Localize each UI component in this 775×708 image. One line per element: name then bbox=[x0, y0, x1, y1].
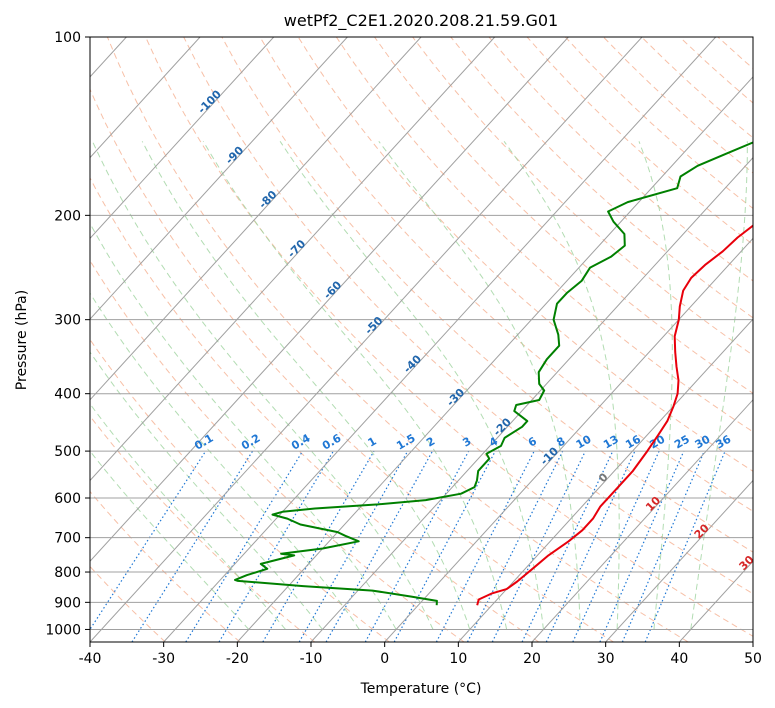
mixing-ratio-line bbox=[185, 450, 304, 642]
y-tick-label: 900 bbox=[54, 595, 81, 611]
isotherm-line bbox=[90, 37, 643, 642]
isotherm-line bbox=[457, 318, 753, 642]
mixing-ratio-line bbox=[491, 450, 586, 642]
plot-frame bbox=[89, 36, 754, 643]
x-tick-label: 10 bbox=[449, 651, 467, 667]
dry-adiabat-line bbox=[90, 259, 465, 642]
mixing-ratio-line bbox=[621, 450, 705, 642]
sounding-profiles bbox=[234, 141, 753, 606]
y-tick-label: 100 bbox=[54, 30, 81, 46]
isotherm-line bbox=[531, 399, 753, 642]
isotherm-line bbox=[90, 37, 275, 240]
mixing-ratio-line bbox=[545, 450, 636, 642]
x-tick-label: 0 bbox=[380, 651, 389, 667]
x-tick-label: -10 bbox=[300, 651, 323, 667]
y-tick-label: 500 bbox=[54, 444, 81, 460]
dewpoint-profile-line bbox=[234, 141, 753, 606]
x-tick-label: 30 bbox=[597, 651, 615, 667]
isotherm-line bbox=[384, 237, 753, 642]
mixing-ratio-line bbox=[572, 450, 660, 642]
moist-adiabat-line bbox=[202, 141, 508, 630]
moist-adiabat-line bbox=[279, 141, 544, 630]
x-tick-label: -30 bbox=[152, 651, 175, 667]
isotherm-line bbox=[605, 479, 753, 642]
mixing-ratio-line bbox=[218, 450, 334, 642]
isotherm-line bbox=[90, 37, 569, 563]
background-lines bbox=[90, 37, 753, 642]
y-tick-label: 600 bbox=[54, 491, 81, 507]
moist-adiabat-line bbox=[141, 141, 471, 630]
y-axis-title: Pressure (hPa) bbox=[14, 290, 30, 390]
mixing-ratio-line bbox=[131, 450, 254, 642]
isotherm-line bbox=[90, 37, 348, 320]
y-axis: 100 200 300 400 500 600 700 800 900 1000 bbox=[45, 30, 90, 638]
y-tick-label: 1000 bbox=[45, 622, 81, 638]
x-tick-label: 50 bbox=[744, 651, 762, 667]
moist-adiabat-line bbox=[90, 222, 397, 630]
y-tick-label: 700 bbox=[54, 531, 81, 547]
moist-adiabat-line bbox=[90, 450, 250, 630]
mixing-ratio-line bbox=[599, 450, 685, 642]
isotherm-line bbox=[90, 37, 201, 159]
isotherm-line bbox=[90, 37, 496, 482]
x-axis-title: Temperature (°C) bbox=[360, 681, 482, 697]
dry-adiabat-line bbox=[450, 37, 753, 319]
mixing-ratio-line bbox=[262, 450, 375, 642]
x-tick-label: 40 bbox=[670, 651, 688, 667]
mixing-ratio-line bbox=[393, 450, 496, 642]
dry-adiabat-line bbox=[259, 37, 753, 512]
moist-adiabat-line bbox=[90, 292, 360, 630]
mixing-ratio-line bbox=[298, 450, 409, 642]
dry-adiabat-line bbox=[90, 415, 316, 642]
moist-adiabat-line bbox=[638, 141, 673, 630]
plot-area bbox=[90, 37, 753, 642]
moist-adiabat-line bbox=[91, 141, 434, 630]
y-tick-label: 300 bbox=[54, 313, 81, 329]
y-tick-label: 400 bbox=[54, 387, 81, 403]
moist-adiabat-line bbox=[90, 351, 323, 630]
dry-adiabat-line bbox=[412, 37, 753, 356]
dry-adiabat-line bbox=[90, 88, 614, 642]
temperature-profile-line bbox=[476, 224, 753, 606]
chart-title: wetPf2_C2E1.2020.208.21.59.G01 bbox=[284, 11, 558, 31]
dry-adiabat-line bbox=[90, 565, 166, 642]
x-axis: -40 -30 -20 -10 0 10 20 30 40 50 bbox=[79, 642, 762, 667]
moist-adiabat-line bbox=[690, 141, 748, 630]
mixing-ratio-line bbox=[521, 450, 614, 642]
x-tick-label: -40 bbox=[79, 651, 102, 667]
dry-adiabat-line bbox=[90, 338, 390, 642]
isotherm-line bbox=[163, 37, 717, 642]
dry-adiabat-line bbox=[106, 37, 689, 642]
dry-adiabat-line bbox=[90, 490, 241, 642]
dry-adiabat-line bbox=[183, 37, 753, 595]
dry-adiabat-line bbox=[221, 37, 753, 553]
mixing-ratio-line bbox=[325, 450, 434, 642]
mixing-ratio-line bbox=[644, 450, 726, 642]
y-tick-label: 800 bbox=[54, 565, 81, 581]
moist-adiabat-line bbox=[90, 403, 286, 630]
x-tick-label: 20 bbox=[523, 651, 541, 667]
mixing-ratio-line bbox=[364, 450, 470, 642]
isotherm-line bbox=[90, 37, 422, 401]
isotherm-line bbox=[310, 156, 753, 642]
y-tick-label: 200 bbox=[54, 208, 81, 224]
x-tick-label: -20 bbox=[226, 651, 249, 667]
isotherm-line bbox=[236, 76, 753, 642]
